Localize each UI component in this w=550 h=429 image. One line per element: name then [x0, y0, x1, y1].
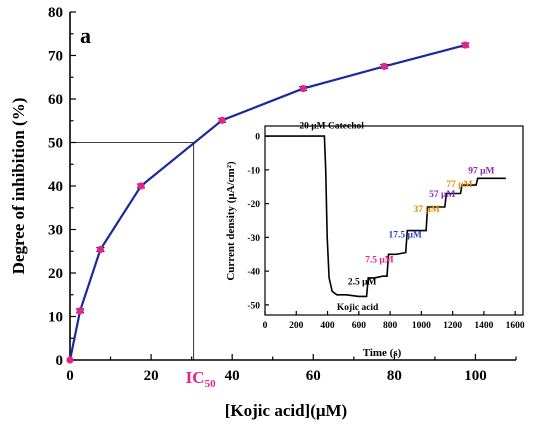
ic50-label-subscript: 50 [205, 378, 217, 390]
main-series [66, 41, 470, 364]
main-y-tick-label: 0 [56, 353, 64, 369]
inset-series [265, 135, 506, 298]
data-point [299, 84, 307, 93]
data-point [76, 307, 84, 315]
inset-x-tick-label: 400 [320, 321, 335, 331]
inset-x-tick-label: 1600 [506, 321, 525, 331]
inset-x-tick-label: 0 [263, 321, 268, 331]
inset-y-tick-label: -10 [247, 166, 260, 176]
data-point [96, 245, 105, 254]
main-y-tick-label: 10 [48, 310, 63, 326]
inset-axes: 0 200 400 600 800 1000 1200 1400 1600 0 -10 -20 -30 -… [247, 133, 525, 331]
main-x-axis-title: [Kojic acid](μM) [225, 401, 347, 420]
inset-x-tick-label: 1400 [474, 321, 493, 331]
main-y-tick-label: 60 [48, 92, 63, 108]
inset-x-tick-label: 800 [383, 321, 398, 331]
inset-frame [264, 125, 524, 316]
inset-annotation: 37 μM [414, 205, 440, 215]
inset-annotation: 17.5 μM [389, 230, 422, 240]
main-x-tick-label: 60 [306, 368, 321, 384]
main-y-tick-label: 80 [48, 5, 63, 21]
main-y-tick-label: 70 [48, 49, 63, 65]
current-density-trace [265, 135, 506, 298]
ic50-guide-lines [70, 142, 195, 360]
ic50-label-main: IC [186, 368, 205, 387]
data-point [137, 182, 145, 190]
data-point [461, 41, 469, 49]
inset-y-tick-label: 0 [255, 133, 260, 143]
inset-annotations: 20 μM Catechol Kojic acid 2.5 μM 7.5 μM 17.5… [299, 122, 494, 313]
inset-y-tick-label: -30 [247, 234, 260, 244]
inset-annotation: 97 μM [468, 166, 494, 176]
main-y-tick-label: 40 [48, 179, 63, 195]
inset-x-tick-label: 1200 [443, 321, 462, 331]
main-y-tick-label: 30 [48, 223, 63, 239]
inset-y-tick-label: -20 [247, 200, 260, 210]
inset-y-tick-label: -40 [247, 268, 260, 278]
data-point [380, 62, 388, 70]
inset-annotation: 2.5 μM [348, 278, 377, 288]
inset-annotation: 57 μM [429, 190, 455, 200]
inset-x-tick-label: 600 [352, 321, 367, 331]
ic50-label: IC50 [186, 368, 216, 390]
inhibition-series-line [68, 44, 466, 361]
main-x-tick-label: 20 [144, 368, 159, 384]
data-point [66, 356, 74, 364]
main-x-tick-label: 0 [66, 368, 74, 384]
panel-label: a [80, 23, 91, 48]
inset-y-tick-label: -50 [247, 301, 260, 311]
inset-annotation: Kojic acid [337, 303, 379, 313]
main-y-tick-label: 20 [48, 266, 63, 282]
main-y-axis-title: Degree of inhibition (%) [9, 98, 28, 275]
main-x-tick-label: 40 [225, 368, 240, 384]
inset-x-tick-label: 200 [289, 321, 304, 331]
inset-annotation: 20 μM Catechol [299, 122, 364, 132]
data-point [218, 116, 226, 124]
main-y-tick-label: 50 [48, 136, 63, 152]
main-x-tick-label: 100 [464, 368, 487, 384]
inset-annotation: 7.5 μM [365, 256, 394, 266]
inset-y-axis-title: Current density (μA/cm²) [225, 161, 237, 281]
inset-annotation: 77 μM [446, 180, 472, 190]
inset-x-axis-title: Time (s) [363, 347, 402, 359]
main-x-tick-label: 80 [387, 368, 402, 384]
inset-x-tick-label: 1000 [412, 321, 431, 331]
